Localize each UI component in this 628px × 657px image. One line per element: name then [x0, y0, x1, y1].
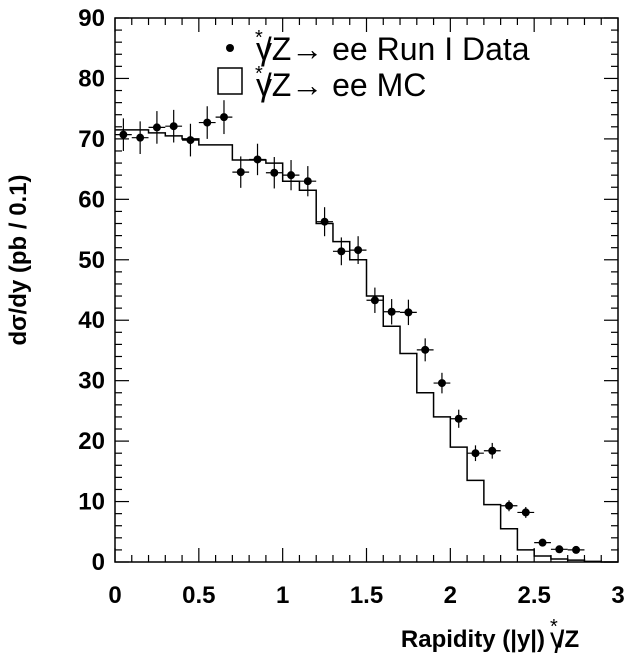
data-point [249, 143, 266, 176]
data-marker [454, 414, 463, 423]
data-point [215, 100, 233, 135]
data-marker [186, 136, 195, 145]
data-point [198, 106, 216, 139]
x-tick-label: 2.5 [517, 582, 550, 609]
x-tick-label: 0 [108, 582, 121, 609]
legend-label-mc: γ*/Z→ ee MC [255, 63, 426, 103]
mc-step-line [115, 129, 618, 563]
data-marker [521, 508, 530, 517]
x-axis-label: Rapidity (|y|) [401, 626, 545, 653]
legend-marker-data-dot [226, 44, 234, 52]
data-point [232, 156, 250, 188]
y-tick-label: 30 [78, 368, 105, 395]
data-marker [488, 446, 497, 455]
y-tick-label: 90 [78, 5, 105, 32]
y-tick-label: 40 [78, 307, 105, 334]
y-axis-label: dσ/dy (pb / 0.1) [5, 174, 32, 345]
data-point [316, 207, 333, 237]
data-marker [421, 345, 430, 354]
data-marker [236, 168, 245, 177]
data-point [467, 445, 484, 462]
data-point [433, 372, 451, 394]
data-points [115, 100, 585, 554]
y-tick-label: 20 [78, 428, 105, 455]
data-point [550, 545, 568, 554]
data-marker [555, 545, 564, 554]
x-tick-label: 0.5 [182, 582, 215, 609]
y-tick-label: 80 [78, 65, 105, 92]
data-marker [119, 130, 128, 139]
data-point [299, 166, 317, 197]
data-point [131, 121, 149, 154]
data-point [534, 538, 551, 547]
data-point [567, 545, 585, 554]
data-marker [136, 133, 145, 142]
data-point [332, 237, 350, 266]
data-marker [538, 538, 547, 547]
x-tick-label: 1.5 [350, 582, 383, 609]
data-point [450, 409, 468, 428]
data-marker [404, 308, 413, 317]
data-point [148, 111, 166, 144]
data-marker [303, 177, 312, 186]
x-axis-label-particle: γ*/Z [550, 616, 579, 653]
data-marker [169, 122, 178, 131]
data-marker [152, 123, 161, 132]
data-point [383, 299, 401, 325]
data-point [400, 299, 417, 326]
data-point [483, 442, 501, 459]
data-marker [572, 545, 581, 554]
data-marker [437, 379, 446, 388]
data-point [115, 118, 132, 151]
data-marker [219, 113, 228, 122]
data-point [517, 506, 535, 518]
x-tick-label: 2 [444, 582, 457, 609]
data-marker [320, 217, 329, 226]
data-marker [253, 155, 262, 164]
data-marker [370, 296, 379, 305]
data-point [165, 109, 183, 143]
legend: γ*/Z→ ee Run I Data γ*/Z→ ee MC [217, 27, 530, 103]
data-marker [387, 307, 396, 316]
data-point [265, 157, 283, 189]
data-point [282, 160, 300, 191]
data-marker [354, 246, 363, 255]
y-tick-label: 50 [78, 247, 105, 274]
data-point [349, 236, 367, 265]
data-marker [203, 118, 212, 127]
y-tick-label: 10 [78, 489, 105, 516]
data-point [500, 500, 518, 512]
data-point [182, 123, 199, 157]
data-point [416, 338, 434, 362]
data-marker [505, 501, 514, 510]
x-tick-label: 3 [611, 582, 624, 609]
x-tick-label: 1 [276, 582, 289, 609]
data-marker [471, 449, 480, 458]
mc-histogram [115, 129, 618, 563]
y-tick-label: 70 [78, 126, 105, 153]
data-marker [270, 168, 279, 177]
data-marker [337, 247, 346, 256]
y-tick-label: 60 [78, 186, 105, 213]
data-marker [287, 171, 296, 180]
legend-marker-mc-box [217, 67, 243, 95]
legend-label-data: γ*/Z→ ee Run I Data [255, 27, 530, 67]
data-point [366, 287, 384, 313]
y-tick-label: 0 [92, 549, 105, 576]
